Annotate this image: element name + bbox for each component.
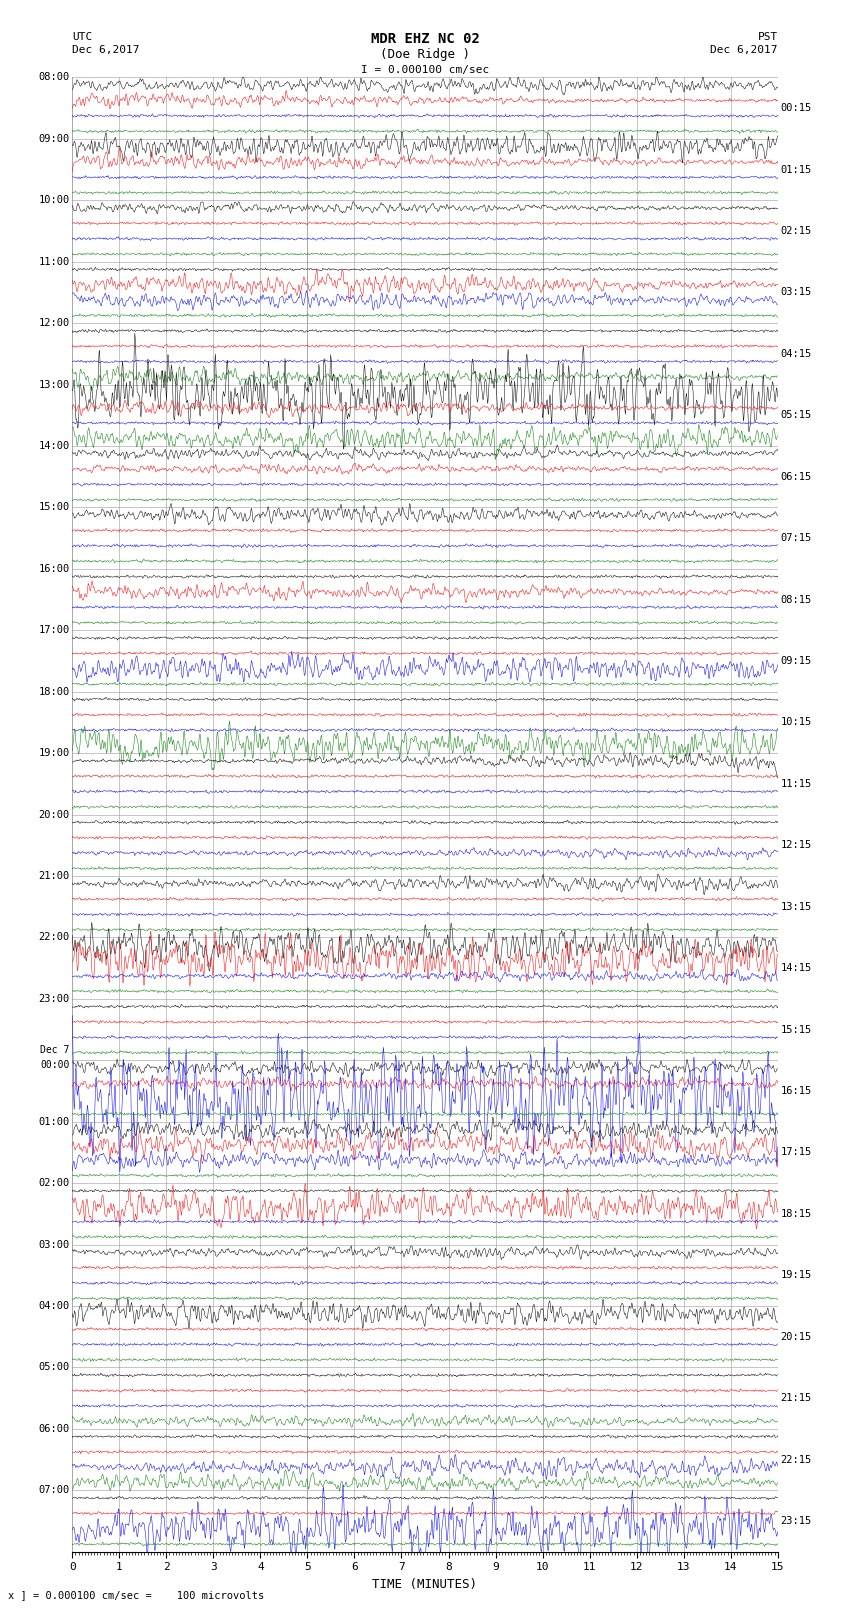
Text: Dec 7: Dec 7	[40, 1045, 70, 1055]
Text: 19:00: 19:00	[38, 748, 70, 758]
Text: 05:15: 05:15	[780, 410, 812, 421]
Text: 10:00: 10:00	[38, 195, 70, 205]
Text: 18:15: 18:15	[780, 1208, 812, 1219]
Text: 13:15: 13:15	[780, 902, 812, 911]
Text: 00:15: 00:15	[780, 103, 812, 113]
Text: (Doe Ridge ): (Doe Ridge )	[380, 48, 470, 61]
Text: 07:00: 07:00	[38, 1486, 70, 1495]
Text: 03:15: 03:15	[780, 287, 812, 297]
Text: 16:15: 16:15	[780, 1086, 812, 1095]
Text: 19:15: 19:15	[780, 1271, 812, 1281]
Text: 14:00: 14:00	[38, 440, 70, 452]
Text: 01:00: 01:00	[38, 1116, 70, 1127]
Text: 23:00: 23:00	[38, 994, 70, 1003]
Text: 05:00: 05:00	[38, 1363, 70, 1373]
Text: 07:15: 07:15	[780, 534, 812, 544]
Text: 02:15: 02:15	[780, 226, 812, 235]
Text: 09:00: 09:00	[38, 134, 70, 144]
Text: 10:15: 10:15	[780, 718, 812, 727]
Text: 08:15: 08:15	[780, 595, 812, 605]
Text: 20:00: 20:00	[38, 810, 70, 819]
Text: 22:00: 22:00	[38, 932, 70, 942]
Text: 22:15: 22:15	[780, 1455, 812, 1465]
Text: 16:00: 16:00	[38, 565, 70, 574]
Text: 12:15: 12:15	[780, 840, 812, 850]
Text: 20:15: 20:15	[780, 1332, 812, 1342]
Text: 14:15: 14:15	[780, 963, 812, 973]
Text: MDR EHZ NC 02: MDR EHZ NC 02	[371, 32, 479, 47]
Text: 12:00: 12:00	[38, 318, 70, 327]
Text: 21:15: 21:15	[780, 1394, 812, 1403]
Text: Dec 6,2017: Dec 6,2017	[72, 45, 139, 55]
Text: 17:15: 17:15	[780, 1147, 812, 1158]
Text: 08:00: 08:00	[38, 73, 70, 82]
Text: 17:00: 17:00	[38, 626, 70, 636]
Text: x ] = 0.000100 cm/sec =    100 microvolts: x ] = 0.000100 cm/sec = 100 microvolts	[8, 1590, 264, 1600]
Text: 23:15: 23:15	[780, 1516, 812, 1526]
Text: 21:00: 21:00	[38, 871, 70, 881]
Text: 13:00: 13:00	[38, 379, 70, 390]
Text: 03:00: 03:00	[38, 1239, 70, 1250]
Text: 18:00: 18:00	[38, 687, 70, 697]
Text: 15:00: 15:00	[38, 502, 70, 513]
Text: 01:15: 01:15	[780, 165, 812, 174]
X-axis label: TIME (MINUTES): TIME (MINUTES)	[372, 1578, 478, 1590]
Text: 09:15: 09:15	[780, 656, 812, 666]
Text: I = 0.000100 cm/sec: I = 0.000100 cm/sec	[361, 65, 489, 74]
Text: UTC: UTC	[72, 32, 93, 42]
Text: 11:00: 11:00	[38, 256, 70, 266]
Text: 02:00: 02:00	[38, 1177, 70, 1189]
Text: PST: PST	[757, 32, 778, 42]
Text: 06:15: 06:15	[780, 471, 812, 482]
Text: 00:00: 00:00	[40, 1060, 70, 1071]
Text: 11:15: 11:15	[780, 779, 812, 789]
Text: 15:15: 15:15	[780, 1024, 812, 1034]
Text: 04:15: 04:15	[780, 348, 812, 358]
Text: Dec 6,2017: Dec 6,2017	[711, 45, 778, 55]
Text: 04:00: 04:00	[38, 1302, 70, 1311]
Text: 06:00: 06:00	[38, 1424, 70, 1434]
